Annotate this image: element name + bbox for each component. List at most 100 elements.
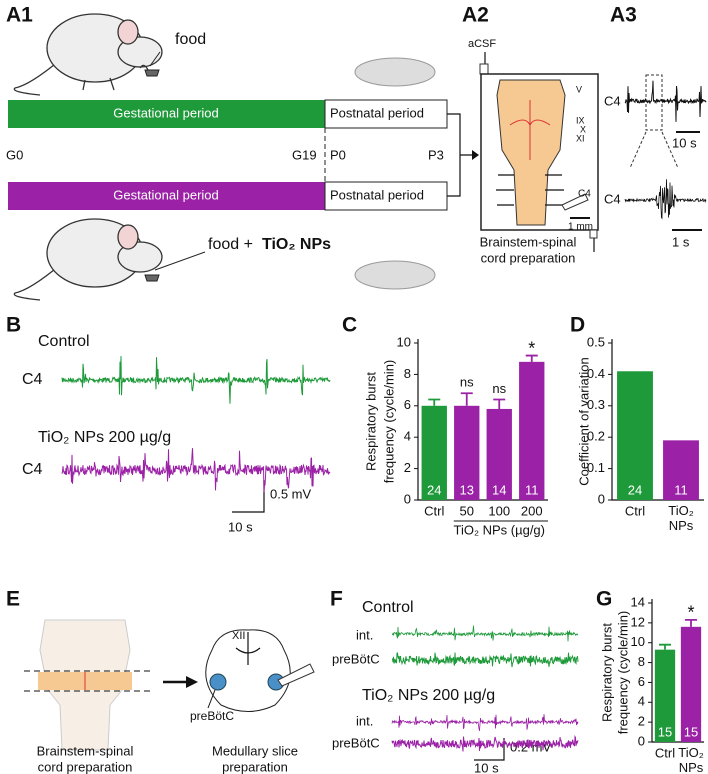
x-tick-label: 100 — [488, 503, 510, 518]
label: C4 — [22, 371, 43, 388]
caption: Brainstem-spinal — [37, 743, 134, 758]
y-axis-label: frequency (cycle/min) — [615, 611, 630, 735]
label: Postnatal period — [330, 187, 424, 202]
trace — [391, 652, 579, 668]
mouse-illustration — [13, 13, 163, 96]
postnatal-box — [324, 181, 448, 211]
gestational-bar — [8, 100, 325, 128]
y-tick-label: 10 — [631, 634, 645, 649]
label: XII — [232, 630, 245, 642]
pointer — [207, 689, 216, 709]
label: aCSF — [468, 38, 496, 50]
panel-label: A3 — [610, 4, 637, 27]
x-tick-label: 50 — [460, 503, 474, 518]
panel-label: G — [596, 588, 612, 611]
timepoint: G19 — [292, 147, 317, 162]
arrowhead — [186, 676, 198, 688]
scale-bar — [232, 480, 265, 513]
label: Gestational period — [113, 187, 219, 202]
y-tick-label: 4 — [638, 694, 645, 709]
label: Postnatal period — [330, 105, 424, 120]
caption: preparation — [222, 759, 288, 774]
label: int. — [356, 627, 373, 642]
y-tick-label: 14 — [631, 594, 645, 609]
inflow — [479, 63, 489, 75]
vessels — [509, 100, 551, 160]
label: C4 — [604, 191, 621, 206]
label: TiO₂ NPs 200 µg/g — [38, 429, 171, 446]
bar — [617, 371, 653, 500]
bar — [654, 649, 676, 742]
bar — [421, 405, 447, 500]
label: preBötC — [332, 735, 380, 750]
bar — [486, 408, 512, 500]
timepoint: G0 — [6, 147, 23, 162]
n-label: 11 — [525, 482, 539, 497]
n-label: 15 — [658, 724, 672, 739]
trace — [61, 448, 331, 493]
caption: Brainstem-spinal — [480, 234, 577, 249]
x-axis-label: TiO₂ NPs (µg/g) — [453, 522, 545, 537]
label: int. — [356, 713, 373, 728]
electrode — [277, 663, 315, 687]
y-axis-label: frequency (cycle/min) — [381, 360, 396, 484]
trace — [391, 734, 579, 752]
y-tick-label: 0 — [404, 491, 411, 506]
gestational-bar — [8, 182, 325, 210]
y-tick-label: 0 — [598, 491, 605, 506]
y-tick-label: 0.3 — [587, 397, 605, 412]
y-tick-label: 8 — [638, 654, 645, 669]
label: C4 — [578, 189, 591, 200]
trace — [391, 714, 579, 731]
y-axis-label: Respiratory burst — [363, 372, 378, 471]
y-axis-label: Respiratory burst — [599, 623, 614, 722]
significance-label: * — [687, 603, 694, 623]
cut-lines — [24, 670, 150, 692]
label: 0.5 mV — [270, 486, 312, 501]
slice-detail — [235, 632, 261, 665]
caption: Medullary slice — [212, 743, 298, 758]
y-tick-label: 6 — [404, 397, 411, 412]
postnatal-box — [324, 99, 448, 129]
significance-label: ns — [492, 381, 506, 396]
mouse-illustration — [13, 218, 163, 301]
panel-label: A1 — [6, 4, 33, 27]
label: 10 s — [474, 760, 499, 774]
food-bowl — [144, 69, 160, 77]
n-label: 13 — [460, 482, 474, 497]
y-tick-label: 12 — [631, 614, 645, 629]
y-axis-label: Coefficient of variation — [576, 357, 591, 485]
pup-illustration — [354, 57, 436, 290]
y-tick-label: 8 — [404, 366, 411, 381]
n-label: 24 — [628, 482, 642, 497]
error-bar — [659, 643, 671, 650]
y-tick-label: 0 — [638, 733, 645, 748]
prebotc-site — [209, 673, 227, 691]
y-tick-label: 2 — [638, 714, 645, 729]
label: Control — [38, 333, 90, 350]
label: preBötC — [332, 651, 380, 666]
n-label: 11 — [674, 482, 688, 497]
zoom-box — [645, 74, 663, 131]
n-label: 15 — [684, 724, 698, 739]
label: TiO₂ NPs — [262, 236, 331, 253]
y-tick-label: 10 — [397, 334, 411, 349]
x-tick-label: Ctrl — [424, 503, 444, 518]
nerve-roots — [496, 174, 564, 206]
trace — [624, 179, 707, 220]
panel-label: C — [342, 314, 357, 337]
error-bar — [460, 392, 473, 406]
significance-label: * — [528, 338, 535, 358]
n-label: 24 — [427, 482, 441, 497]
label: XI — [576, 133, 585, 143]
x-tick-label: Ctrl — [655, 745, 675, 760]
bar — [519, 361, 545, 500]
y-tick-label: 0.4 — [587, 366, 605, 381]
x-tick-label: TiO₂ NPs — [668, 503, 694, 533]
y-tick-label: 4 — [404, 429, 411, 444]
panel-label: E — [6, 588, 20, 611]
error-bar — [493, 398, 506, 409]
error-bar — [525, 354, 538, 362]
panel-label: A2 — [462, 4, 489, 27]
